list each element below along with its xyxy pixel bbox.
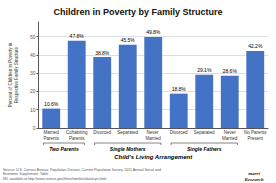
svg-text:45.5%: 45.5%	[121, 37, 136, 43]
svg-text:30: 30	[30, 70, 36, 76]
svg-text:marri: marri	[248, 171, 260, 176]
svg-text:10.6%: 10.6%	[44, 101, 59, 107]
svg-text:Married: Married	[146, 136, 162, 141]
svg-text:Percent of Children in Poverty: Percent of Children in Poverty in	[8, 42, 13, 107]
svg-text:Two Parents: Two Parents	[49, 146, 79, 152]
svg-text:49.8%: 49.8%	[146, 29, 161, 35]
svg-text:38.8%: 38.8%	[95, 50, 110, 56]
svg-text:Divorced: Divorced	[93, 130, 111, 135]
svg-text:Separated: Separated	[117, 130, 138, 135]
svg-text:Economic Supplement, Table: Economic Supplement, Table	[3, 172, 48, 176]
svg-text:Cohabiting: Cohabiting	[66, 130, 88, 135]
svg-text:Single Fathers: Single Fathers	[187, 146, 222, 152]
svg-text:Married: Married	[222, 136, 238, 141]
svg-text:40: 40	[30, 52, 36, 58]
svg-text:No Parents: No Parents	[244, 130, 267, 135]
svg-text:6N, available at http://www.ce: 6N, available at http://www.census.gov/h…	[3, 177, 107, 181]
svg-text:Children in Poverty by Family: Children in Poverty by Family Structure	[53, 7, 222, 17]
svg-text:Single Mothers: Single Mothers	[110, 146, 146, 152]
svg-text:Divorced: Divorced	[170, 130, 188, 135]
svg-text:42.2%: 42.2%	[248, 43, 263, 49]
svg-text:Child's Living Arrangement: Child's Living Arrangement	[114, 154, 193, 160]
svg-text:Parents: Parents	[43, 136, 59, 141]
svg-text:Source: U.S. Census Bureau, Po: Source: U.S. Census Bureau, Population D…	[3, 168, 161, 172]
svg-text:29.1%: 29.1%	[197, 67, 212, 73]
svg-text:47.8%: 47.8%	[70, 33, 85, 39]
svg-text:0: 0	[33, 125, 36, 131]
svg-text:Never: Never	[147, 130, 160, 135]
svg-text:10: 10	[30, 107, 36, 113]
svg-text:Present: Present	[247, 136, 263, 141]
svg-text:Parents: Parents	[69, 136, 85, 141]
svg-text:Research: Research	[244, 177, 263, 182]
svg-text:Respective Family Structure: Respective Family Structure	[14, 46, 19, 103]
svg-text:20: 20	[30, 88, 36, 94]
svg-text:28.6%: 28.6%	[223, 68, 238, 74]
svg-text:Married: Married	[44, 130, 60, 135]
svg-text:Separated: Separated	[194, 130, 215, 135]
svg-text:50: 50	[30, 34, 36, 40]
svg-text:18.8%: 18.8%	[172, 86, 187, 92]
svg-text:Never: Never	[224, 130, 237, 135]
